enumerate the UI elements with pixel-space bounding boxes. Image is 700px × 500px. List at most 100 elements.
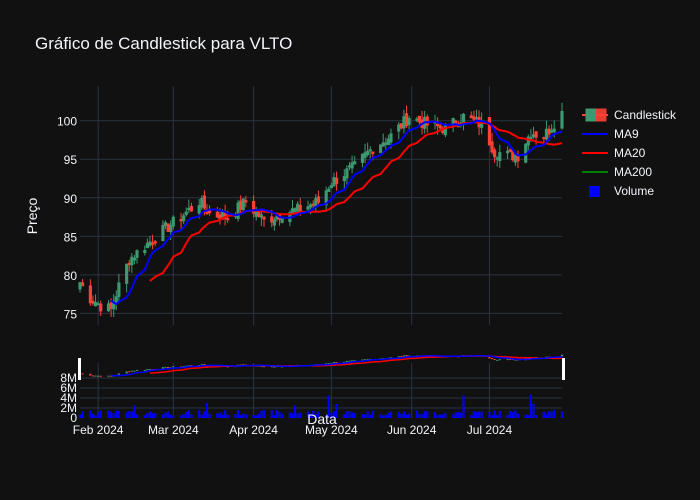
y-axis-label: Preço — [24, 198, 40, 235]
volume-bar — [148, 411, 152, 418]
candle-body — [166, 223, 170, 232]
volume-tick-label: 2M — [60, 401, 77, 415]
volume-bar — [441, 414, 444, 418]
range-slider-handle-left[interactable] — [78, 358, 81, 380]
volume-bar — [332, 411, 336, 418]
volume-bar — [317, 411, 320, 418]
volume-bar — [470, 414, 473, 418]
candle-body — [469, 115, 473, 119]
volume-bar — [255, 415, 258, 418]
legend-label: MA200 — [614, 164, 653, 179]
volume-bar — [382, 415, 385, 418]
slider-candle — [185, 365, 188, 367]
volume-bar — [488, 411, 491, 418]
volume-bar — [125, 412, 128, 418]
volume-bar — [444, 412, 447, 418]
candle-body — [327, 188, 331, 192]
slider-candle — [91, 375, 95, 377]
legend-item-candlestick[interactable]: Candlestick — [580, 105, 676, 124]
candles — [78, 102, 564, 317]
slider-candle — [270, 366, 273, 368]
candle-body — [542, 137, 546, 140]
moving-average-lines — [110, 119, 563, 306]
volume-bar — [97, 412, 100, 418]
candle-body — [161, 224, 165, 242]
slider-candle — [509, 358, 512, 360]
volume-bar — [379, 414, 382, 418]
slider-candle — [353, 360, 356, 362]
volume-bar — [224, 410, 227, 418]
legend-item-volume[interactable]: Volume — [580, 181, 676, 200]
slider-candle — [332, 361, 336, 363]
candle-body — [526, 136, 530, 146]
volume-bar — [426, 411, 429, 418]
volume-bar — [262, 410, 266, 418]
range-slider-handle-right[interactable] — [562, 358, 565, 380]
volume-bar — [371, 410, 374, 418]
slider-candle — [262, 366, 266, 368]
volume-bar — [299, 412, 302, 418]
volume-bar — [496, 414, 499, 418]
candle-body — [384, 142, 388, 146]
candle-body — [529, 137, 533, 140]
slider-candle — [335, 362, 338, 364]
legend-item-ma200[interactable]: MA200 — [580, 162, 676, 181]
slider-ma20-line — [149, 355, 563, 374]
range-slider[interactable] — [78, 354, 565, 380]
candle-body — [236, 202, 240, 219]
candle-body — [550, 129, 554, 133]
volume-bar — [511, 412, 514, 418]
volume-bar — [433, 412, 437, 418]
candle-body — [397, 124, 401, 132]
candle-body — [495, 157, 499, 160]
volume-bar — [389, 411, 393, 418]
volume-bar — [190, 414, 193, 418]
slider-candle — [389, 357, 393, 359]
candle-body — [443, 124, 447, 136]
slider-candle — [81, 373, 84, 375]
volume-bar — [236, 410, 240, 418]
candle-body — [513, 154, 517, 163]
slider-candle — [107, 375, 110, 377]
slider-candle — [99, 375, 102, 377]
volume-bar — [345, 411, 349, 418]
slider-candle — [164, 366, 167, 368]
legend-label: MA9 — [614, 126, 639, 141]
volume-bar — [439, 414, 442, 418]
slider-candle — [273, 366, 276, 368]
slider-candle — [203, 363, 206, 366]
slider-candle — [408, 355, 411, 357]
volume-bar — [216, 413, 219, 418]
legend-item-ma9[interactable]: MA9 — [580, 124, 676, 143]
volume-bar — [203, 411, 206, 418]
grid-layer — [80, 86, 562, 418]
volume-bar — [312, 410, 315, 418]
candle-body — [345, 168, 349, 179]
volume-bar — [369, 414, 372, 418]
candle-body — [363, 152, 367, 158]
volume-bar — [200, 414, 203, 418]
volume-bar — [420, 414, 424, 418]
legend-item-ma20[interactable]: MA20 — [580, 143, 676, 162]
candle-body — [290, 208, 295, 213]
volume-bar — [475, 411, 478, 418]
slider-candle — [117, 373, 120, 375]
candle-body — [270, 216, 274, 223]
volume-bar — [296, 413, 299, 418]
volume-bar — [257, 413, 260, 418]
candle-body — [436, 123, 440, 127]
volume-bar — [327, 395, 330, 418]
volume-bar — [560, 411, 564, 418]
volume-bar — [314, 414, 317, 418]
volume-bar — [493, 410, 496, 418]
slider-candle — [89, 373, 92, 376]
candle-body — [490, 141, 494, 153]
slider-candle — [405, 355, 408, 357]
slider-candle — [130, 370, 133, 372]
volume-bar — [534, 415, 538, 418]
candle-body — [109, 302, 113, 309]
candle-body — [91, 300, 95, 304]
candle-body — [127, 262, 131, 266]
